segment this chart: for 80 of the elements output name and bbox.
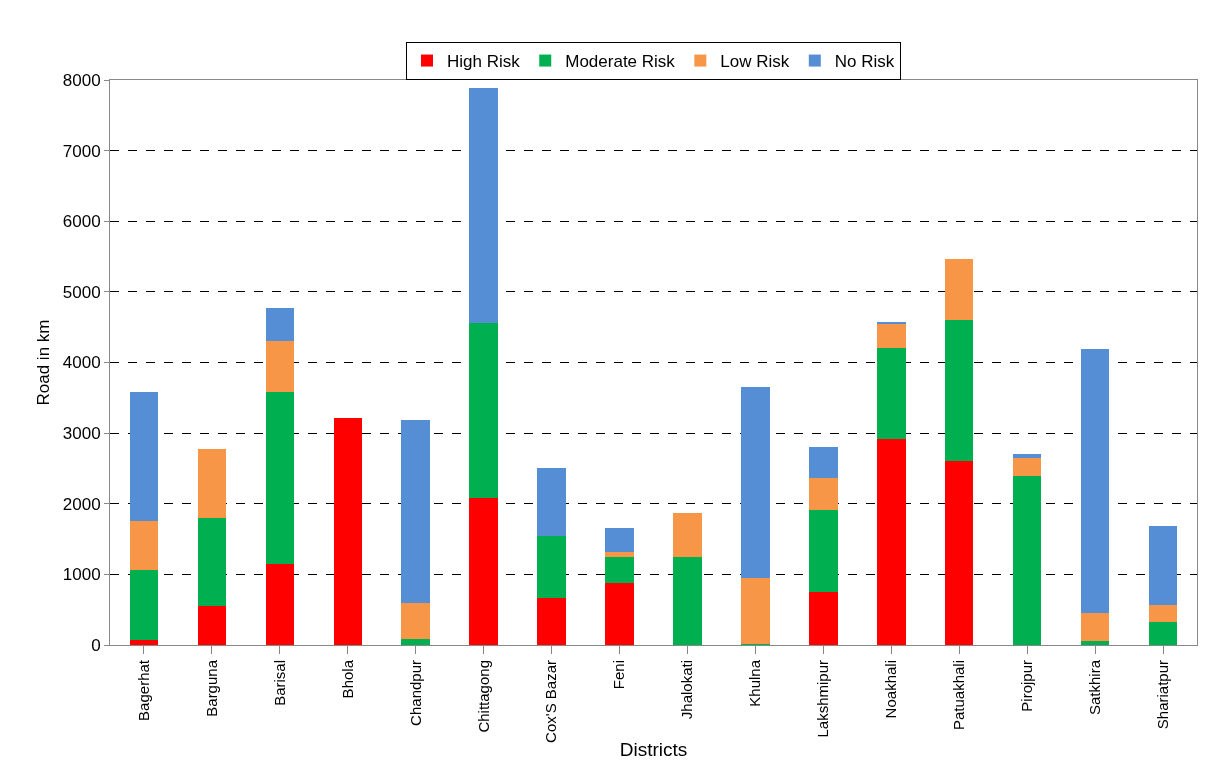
y-tick-label: 1000 [62, 565, 101, 585]
bar [877, 438, 906, 645]
x-tick-label: Noakhali [882, 660, 900, 719]
x-tick-label: Feni [610, 660, 628, 690]
bar [877, 347, 906, 439]
bar [129, 392, 159, 522]
y-tick-label: 7000 [62, 141, 101, 161]
bar [944, 320, 974, 461]
y-tick-label: 5000 [62, 282, 101, 302]
y-tick-label: 6000 [62, 212, 101, 232]
bar [1080, 613, 1110, 641]
bar [333, 417, 363, 645]
bar [1012, 476, 1042, 645]
x-tick-label: Shariatpur [1153, 660, 1171, 730]
y-tick-label: 2000 [62, 494, 101, 514]
bar [1012, 457, 1042, 477]
legend-label: No Risk [834, 52, 895, 72]
bar [1148, 604, 1178, 622]
bar [1148, 526, 1178, 605]
bar [537, 598, 566, 645]
x-tick-label: Cox'S Bazar [542, 660, 560, 743]
x-tick-label: Barguna [202, 659, 220, 717]
bar [605, 527, 634, 553]
bar [1148, 621, 1178, 645]
x-tick-label: Bagerhat [134, 659, 152, 721]
bar [877, 324, 906, 348]
bar [605, 582, 634, 645]
bar [673, 512, 702, 557]
y-tick-label: 0 [91, 635, 101, 655]
bar [809, 477, 838, 511]
bar [129, 570, 159, 641]
bar [129, 521, 159, 571]
x-tick-label: Patuakhali [950, 660, 968, 731]
bar [944, 460, 974, 645]
bar [401, 602, 430, 639]
bar [197, 606, 227, 645]
bar [1080, 349, 1110, 614]
bar [809, 446, 838, 478]
bar [129, 640, 159, 645]
bar [809, 592, 838, 645]
x-tick-label: Lakshmipur [814, 660, 832, 738]
x-tick-label: Chandpur [406, 660, 424, 726]
x-tick-label: Pirojpur [1018, 660, 1036, 712]
bar [469, 88, 498, 323]
x-tick-label: Bhola [338, 659, 356, 699]
x-tick-label: Chittagong [474, 660, 492, 733]
bar [265, 392, 295, 565]
bar [944, 259, 974, 321]
bar [605, 552, 634, 557]
bar [265, 308, 295, 342]
x-axis-title: Districts [619, 738, 688, 760]
bar [809, 510, 838, 593]
bar [1080, 640, 1110, 645]
legend-label: Low Risk [720, 52, 790, 72]
x-tick-label: Khulna [746, 659, 764, 707]
legend-label: High Risk [447, 52, 521, 72]
bar [401, 420, 430, 603]
bar [197, 517, 227, 607]
x-tick-label: Barisal [270, 660, 288, 706]
bar [401, 638, 430, 645]
legend-label: Moderate Risk [565, 52, 676, 72]
bar [197, 449, 227, 518]
y-tick-label: 4000 [62, 353, 101, 373]
x-tick-label: Jhalokati [678, 660, 696, 720]
bar [265, 564, 295, 645]
bar [1012, 453, 1042, 458]
bar [537, 536, 566, 599]
x-tick-label: Satkhira [1085, 659, 1103, 716]
y-tick-label: 3000 [62, 424, 101, 444]
bar [265, 341, 295, 393]
bar [741, 386, 770, 578]
y-axis-title: Road in km [34, 319, 54, 406]
bar [469, 322, 498, 499]
y-tick-label: 8000 [62, 70, 101, 90]
bar [469, 498, 498, 645]
bar [537, 468, 566, 537]
bar [673, 556, 702, 645]
bar [605, 556, 634, 583]
bar [741, 577, 770, 645]
bar [877, 322, 906, 325]
